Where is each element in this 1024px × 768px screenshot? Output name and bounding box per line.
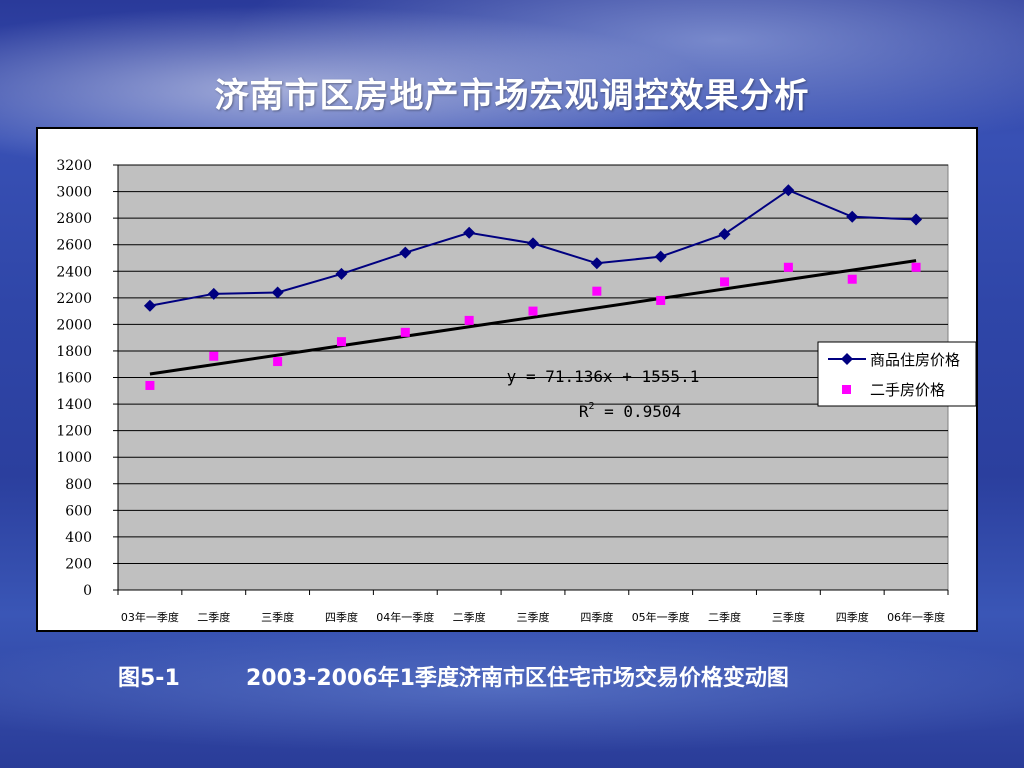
data-point-new-housing <box>335 267 348 280</box>
gridlines <box>118 164 948 564</box>
y-tick-label: 1000 <box>56 450 92 466</box>
trendline-r2-label: R <box>579 402 589 421</box>
trendline <box>149 259 917 376</box>
y-tick-label: 1600 <box>56 371 92 387</box>
y-tick-label: 2800 <box>56 211 92 227</box>
x-tick-label: 05年一季度 <box>632 610 690 624</box>
data-point-second-hand <box>783 262 793 272</box>
data-point-new-housing <box>654 250 667 263</box>
x-tick-label: 03年一季度 <box>121 610 179 624</box>
y-tick-label: 2400 <box>56 264 92 280</box>
x-tick-label: 04年一季度 <box>376 610 434 624</box>
trendline-group <box>149 259 917 376</box>
data-point-second-hand <box>720 277 730 287</box>
x-tick-label: 二季度 <box>197 610 230 624</box>
y-tick-label: 2200 <box>56 291 92 307</box>
legend-diamond-marker <box>841 353 853 365</box>
data-point-second-hand <box>400 327 410 337</box>
trendline-equation: y = 71.136x + 1555.1 R2 = 0.9504 <box>507 367 700 421</box>
x-tick-label: 三季度 <box>772 610 805 624</box>
trendline-r2-text: R2 = 0.9504 <box>579 401 681 421</box>
y-tick-label: 0 <box>83 583 92 599</box>
y-tick-label: 2000 <box>56 317 92 333</box>
y-tick-label: 2600 <box>56 238 92 254</box>
data-point-second-hand <box>592 286 602 296</box>
data-point-new-housing <box>782 184 795 197</box>
x-tick-label: 四季度 <box>836 610 869 624</box>
data-point-second-hand <box>209 351 219 361</box>
y-tick-label: 3000 <box>56 185 92 201</box>
y-tick-label: 1400 <box>56 397 92 413</box>
y-tick-label: 800 <box>65 477 92 493</box>
data-point-new-housing <box>718 228 731 241</box>
legend-square-marker <box>842 385 851 394</box>
y-tick-label: 200 <box>65 556 92 572</box>
y-tick-label: 3200 <box>56 158 92 174</box>
y-tick-label: 400 <box>65 530 92 546</box>
data-point-new-housing <box>846 210 859 223</box>
y-tick-labels: 0 200 400 600 800 1000 1200 1400 1600 1800 2000 220… <box>56 158 92 599</box>
data-point-new-housing <box>910 213 923 226</box>
series-group <box>143 184 923 390</box>
figure-caption: 图5-1 2003-2006年1季度济南市区住宅市场交易价格变动图 <box>118 660 789 692</box>
x-tick-labels: 03年一季度 二季度 三季度 四季度 04年一季度 二季度 三季度 四季度 05年一季度 二季度 三… <box>121 610 945 624</box>
x-tick-label: 四季度 <box>325 610 358 624</box>
x-tick-label: 三季度 <box>261 610 294 624</box>
data-point-second-hand <box>528 306 538 316</box>
data-point-new-housing <box>399 246 412 259</box>
data-point-new-housing <box>590 257 603 270</box>
slide-title: 济南市区房地产市场宏观调控效果分析 <box>214 76 810 116</box>
x-tick-label: 二季度 <box>708 610 741 624</box>
x-tick-label: 二季度 <box>453 610 486 624</box>
caption-text: 2003-2006年1季度济南市区住宅市场交易价格变动图 <box>246 666 789 691</box>
chart-frame: 0 200 400 600 800 1000 1200 1400 1600 1800 2000 220… <box>36 127 978 632</box>
legend-label-second-hand: 二手房价格 <box>870 381 945 399</box>
legend-box <box>817 341 976 407</box>
legend-label-new-housing: 商品住房价格 <box>870 351 960 369</box>
data-point-new-housing <box>271 286 284 299</box>
y-tick-label: 1200 <box>56 424 92 440</box>
trendline-r2-value: = 0.9504 <box>594 402 681 421</box>
x-tick-label: 四季度 <box>580 610 613 624</box>
data-point-second-hand <box>847 274 857 284</box>
price-line-chart: 0 200 400 600 800 1000 1200 1400 1600 1800 2000 220… <box>56 158 976 624</box>
x-tick-label: 06年一季度 <box>887 610 945 624</box>
legend: 商品住房价格 二手房价格 <box>817 341 976 407</box>
data-point-new-housing <box>143 299 156 312</box>
data-point-second-hand <box>273 357 283 367</box>
data-point-second-hand <box>464 315 474 325</box>
axes <box>113 164 949 595</box>
trendline-equation-text: y = 71.136x + 1555.1 <box>507 367 700 386</box>
trendline-r2-sup: 2 <box>588 401 594 412</box>
y-tick-label: 600 <box>65 503 92 519</box>
data-point-second-hand <box>336 337 346 347</box>
caption-number: 图5-1 <box>118 666 180 691</box>
x-tick-label: 三季度 <box>517 610 550 624</box>
data-point-second-hand <box>911 262 921 272</box>
y-tick-label: 1800 <box>56 344 92 360</box>
data-point-new-housing <box>527 237 539 250</box>
data-point-new-housing <box>207 287 220 300</box>
data-point-second-hand <box>656 295 666 305</box>
data-point-new-housing <box>463 226 476 239</box>
data-point-second-hand <box>145 380 155 390</box>
